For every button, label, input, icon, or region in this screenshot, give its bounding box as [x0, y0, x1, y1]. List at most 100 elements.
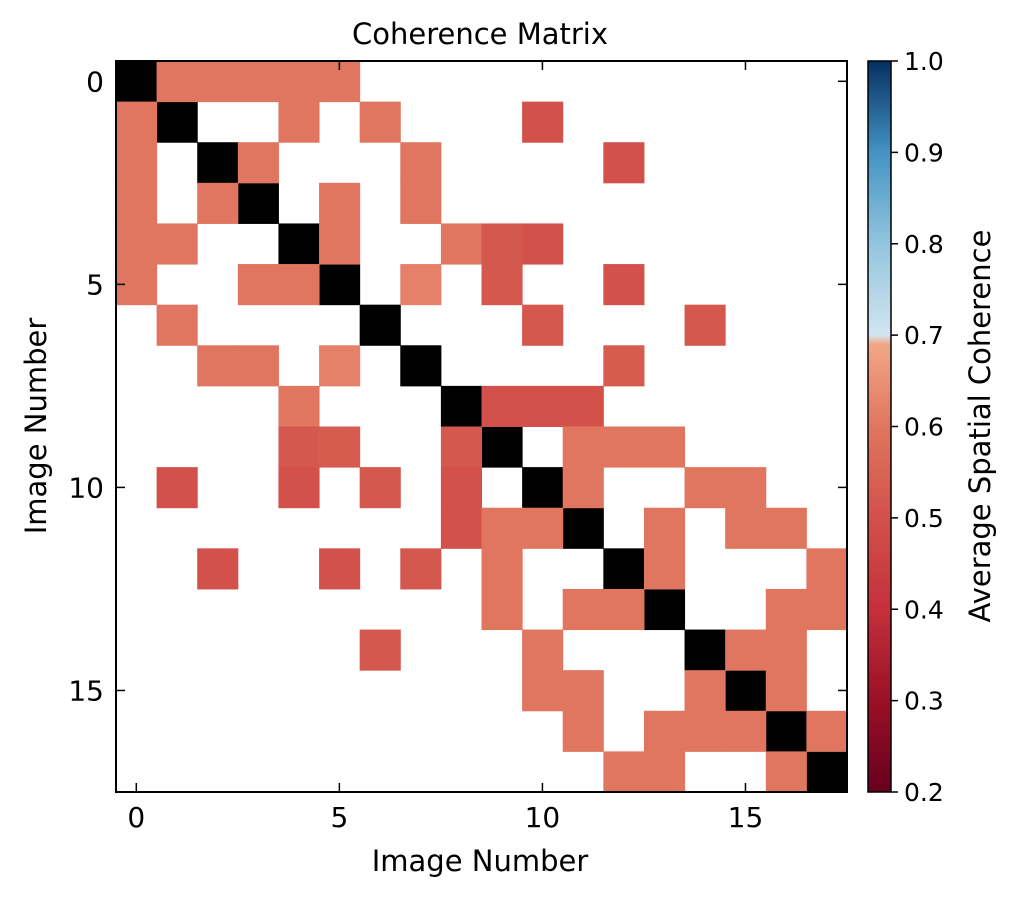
heatmap-cell — [725, 710, 767, 752]
heatmap-cell-diagonal — [522, 467, 564, 509]
heatmap-cell — [156, 223, 198, 265]
heatmap-cell — [725, 467, 767, 509]
colorbar-tick-label: 0.9 — [904, 138, 944, 167]
heatmap-cell — [562, 426, 604, 468]
heatmap-cell — [319, 548, 361, 590]
heatmap-cell-diagonal — [765, 710, 807, 752]
heatmap-cell — [643, 507, 686, 549]
y-tick-label: 15 — [68, 674, 104, 707]
x-tick-label: 5 — [330, 801, 348, 834]
y-tick-label: 10 — [68, 471, 104, 504]
heatmap-cell-diagonal — [562, 507, 604, 549]
heatmap-cell-diagonal — [806, 751, 848, 793]
heatmap-cell-diagonal — [278, 223, 320, 265]
heatmap-cell — [643, 426, 686, 468]
x-tick-label: 15 — [728, 801, 764, 834]
colorbar-tick-label: 0.8 — [904, 230, 944, 259]
heatmap-cell — [684, 304, 726, 346]
heatmap-cell — [319, 223, 361, 265]
heatmap-cell — [765, 588, 807, 631]
heatmap-cell-diagonal — [603, 548, 645, 590]
heatmap-cell — [319, 426, 361, 468]
heatmap-cell — [237, 264, 279, 306]
heatmap-cell-diagonal — [684, 629, 726, 671]
heatmap-cell — [156, 467, 198, 509]
heatmap-cell — [400, 548, 442, 590]
heatmap-cell — [481, 548, 523, 590]
heatmap-cell — [603, 588, 645, 631]
y-axis-label: Image Number — [19, 318, 53, 535]
heatmap-cell — [278, 385, 320, 427]
heatmap-cell — [197, 345, 239, 387]
heatmap-cell — [440, 426, 482, 468]
colorbar-tick-label: 0.5 — [904, 504, 944, 533]
heatmap-cell — [562, 588, 604, 631]
heatmap-cell — [684, 710, 726, 752]
heatmap-cell — [522, 385, 564, 427]
colorbar-ticks: 0.2 0.3 0.4 0.5 0.6 0.7 0.8 0.9 1.0 — [891, 47, 944, 807]
heatmap-cell — [116, 182, 158, 224]
colorbar-tick-label: 1.0 — [904, 47, 944, 76]
heatmap-cell — [481, 588, 523, 631]
colorbar-label: Average Spatial Coherence — [963, 230, 997, 623]
heatmap-cell — [765, 751, 807, 793]
heatmap-cell — [237, 142, 279, 184]
heatmap-cell — [319, 345, 361, 387]
heatmap-cell — [359, 101, 401, 143]
heatmap-cell — [278, 61, 320, 103]
heatmap-cell — [400, 182, 442, 224]
heatmap-cell-diagonal — [359, 304, 401, 346]
heatmap-cell — [522, 507, 564, 549]
colorbar-tick-label: 0.6 — [904, 413, 944, 442]
colorbar — [867, 60, 892, 793]
heatmap-cell-diagonal — [197, 142, 239, 184]
heatmap-cell — [725, 629, 767, 671]
heatmap-cell — [156, 304, 198, 346]
heatmap-cell — [643, 751, 686, 793]
heatmap-cell-diagonal — [643, 588, 686, 631]
heatmap-cell — [806, 548, 848, 590]
heatmap-cell — [116, 101, 158, 143]
heatmap-cell — [522, 101, 564, 143]
heatmap-cell — [603, 426, 645, 468]
heatmap-cell — [116, 142, 158, 184]
heatmap-cell — [319, 182, 361, 224]
heatmap-cell — [684, 670, 726, 712]
x-tick-label: 0 — [127, 801, 145, 834]
heatmap-cell — [684, 467, 726, 509]
heatmap-cell — [522, 670, 564, 712]
heatmap-cell — [562, 710, 604, 752]
heatmap-cell — [278, 101, 320, 143]
heatmap-cell — [197, 182, 239, 224]
heatmap-cell — [197, 61, 239, 103]
chart-title: Coherence Matrix — [352, 17, 608, 51]
colorbar-tick-label: 0.4 — [904, 595, 944, 624]
heatmap-cell — [400, 264, 442, 306]
x-axis-label: Image Number — [372, 844, 589, 878]
heatmap-cell — [481, 264, 523, 306]
heatmap-cell — [440, 507, 482, 549]
heatmap-cell — [359, 467, 401, 509]
heatmap-cell — [481, 507, 523, 549]
heatmap-cell — [562, 467, 604, 509]
heatmap-cell — [522, 223, 564, 265]
heatmap-cell-diagonal — [156, 101, 198, 143]
heatmap-cell — [562, 670, 604, 712]
heatmap-cell — [603, 345, 645, 387]
heatmap-cell-diagonal — [237, 182, 279, 224]
y-tick-label: 5 — [86, 268, 104, 301]
heatmap-cell — [440, 223, 482, 265]
plot-frame — [115, 60, 848, 793]
heatmap-cell — [278, 467, 320, 509]
heatmap-cell — [359, 629, 401, 671]
heatmap-cell — [806, 710, 848, 752]
colorbar-tick-label: 0.2 — [904, 778, 944, 807]
heatmap-cell — [481, 385, 523, 427]
heatmap-cell — [765, 629, 807, 671]
heatmap-cell — [116, 223, 158, 265]
heatmap-cells — [116, 61, 848, 793]
heatmap-cell — [765, 507, 807, 549]
y-tick-label: 0 — [86, 65, 104, 98]
heatmap-cell — [237, 61, 279, 103]
